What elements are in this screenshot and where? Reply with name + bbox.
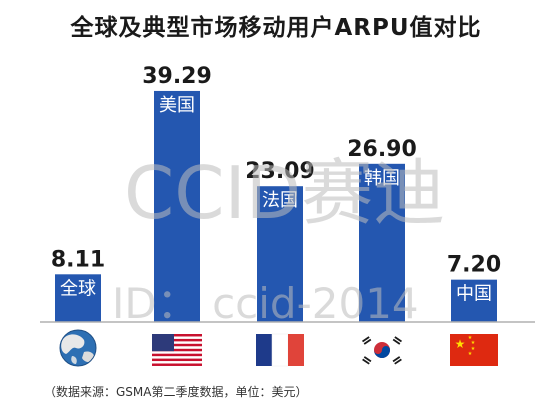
bar-3 <box>257 186 303 322</box>
category-label-1: 全球 <box>60 278 96 299</box>
svg-text:★: ★ <box>471 346 476 352</box>
watermark-brand: CCID赛迪 <box>124 151 445 235</box>
watermark-id: ID： ccid-2014 <box>112 279 419 328</box>
china-flag-icon: ★ ★ ★ ★ ★ <box>450 334 498 366</box>
bar-value-label-2: 39.29 <box>142 64 212 89</box>
bar-5 <box>451 279 497 322</box>
category-label-2: 美国 <box>159 95 195 116</box>
svg-text:★: ★ <box>468 335 473 341</box>
globe-icon <box>59 329 97 367</box>
bar-2 <box>154 90 200 322</box>
bars-layer: 8.11 全球 39.29 美国 23.09 法国 26.90 韩国 7.20 中国 <box>51 64 501 322</box>
svg-text:★: ★ <box>468 351 473 357</box>
bar-value-label-3: 23.09 <box>245 159 315 184</box>
category-label-4: 韩国 <box>364 168 400 189</box>
svg-text:★: ★ <box>471 340 476 346</box>
svg-text:★: ★ <box>455 337 466 351</box>
category-label-3: 法国 <box>262 190 298 211</box>
us-flag-icon <box>152 334 202 366</box>
bar-value-label-4: 26.90 <box>347 137 417 162</box>
france-flag-icon <box>256 333 304 367</box>
bar-1 <box>55 274 101 322</box>
chart-title: 全球及典型市场移动用户ARPU值对比 <box>70 15 482 41</box>
bar-value-label-5: 7.20 <box>447 253 501 278</box>
korea-flag-icon <box>358 334 406 366</box>
source-note: （数据来源：GSMA第二季度数据，单位：美元） <box>44 385 308 399</box>
bar-value-label-1: 8.11 <box>51 247 105 272</box>
bar-4 <box>359 163 405 322</box>
category-label-5: 中国 <box>456 284 492 305</box>
